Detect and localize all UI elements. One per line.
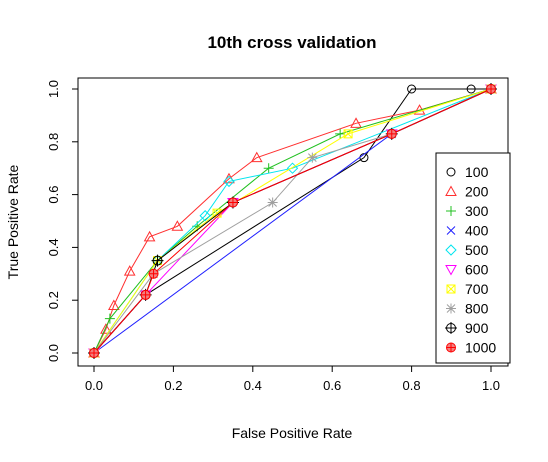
x-tick-label: 0.2 — [164, 378, 182, 393]
legend-label-800: 800 — [465, 301, 489, 317]
legend-marker-800 — [446, 304, 456, 314]
legend-label-200: 200 — [465, 184, 489, 200]
data-point-800 — [307, 153, 317, 163]
x-axis-label: False Positive Rate — [232, 425, 353, 441]
series-line-500 — [94, 89, 491, 353]
series-1000 — [90, 85, 496, 358]
series-400 — [90, 85, 495, 357]
series-line-600 — [94, 89, 491, 353]
series-800 — [89, 84, 496, 358]
legend: 100 200 300 400 500 600 700 800 900 1000 — [436, 153, 510, 363]
y-tick-label: 0.8 — [46, 133, 61, 151]
series-700 — [90, 85, 495, 357]
y-tick-label: 0.0 — [46, 344, 61, 362]
series-line-1000 — [94, 89, 491, 353]
legend-label-500: 500 — [465, 242, 489, 258]
legend-label-100: 100 — [465, 164, 489, 180]
series-100 — [90, 85, 495, 357]
legend-label-700: 700 — [465, 281, 489, 297]
series-line-100 — [94, 89, 491, 353]
y-tick-label: 1.0 — [46, 80, 61, 98]
chart-title: 10th cross validation — [207, 33, 376, 52]
axes-layer: 0.0 0.2 0.4 0.6 0.8 1.0 0.0 0.2 0.4 0.6 0.8 1.0 — [46, 80, 500, 393]
y-tick-label: 0.2 — [46, 291, 61, 309]
x-tick-label: 1.0 — [482, 378, 500, 393]
legend-label-300: 300 — [465, 203, 489, 219]
data-point-800 — [268, 198, 278, 208]
y-tick-label: 0.6 — [46, 186, 61, 204]
series-line-200 — [94, 89, 491, 353]
y-tick-label: 0.4 — [46, 238, 61, 256]
x-tick-label: 0.4 — [244, 378, 262, 393]
y-axis-label: True Positive Rate — [5, 164, 21, 279]
legend-label-1000: 1000 — [465, 340, 496, 356]
series-line-400 — [94, 89, 491, 353]
x-tick-label: 0.0 — [85, 378, 103, 393]
series-line-800 — [94, 89, 491, 353]
series-line-700 — [94, 89, 491, 353]
series-200 — [89, 84, 496, 357]
data-point-300 — [264, 163, 274, 173]
x-tick-label: 0.6 — [323, 378, 341, 393]
series-500 — [89, 84, 496, 358]
legend-label-900: 900 — [465, 320, 489, 336]
series-line-300 — [94, 89, 491, 353]
series-600 — [89, 85, 496, 358]
legend-label-400: 400 — [465, 223, 489, 239]
x-tick-label: 0.8 — [403, 378, 421, 393]
series-line-900 — [94, 89, 491, 353]
legend-label-600: 600 — [465, 262, 489, 278]
series-300 — [89, 84, 496, 358]
